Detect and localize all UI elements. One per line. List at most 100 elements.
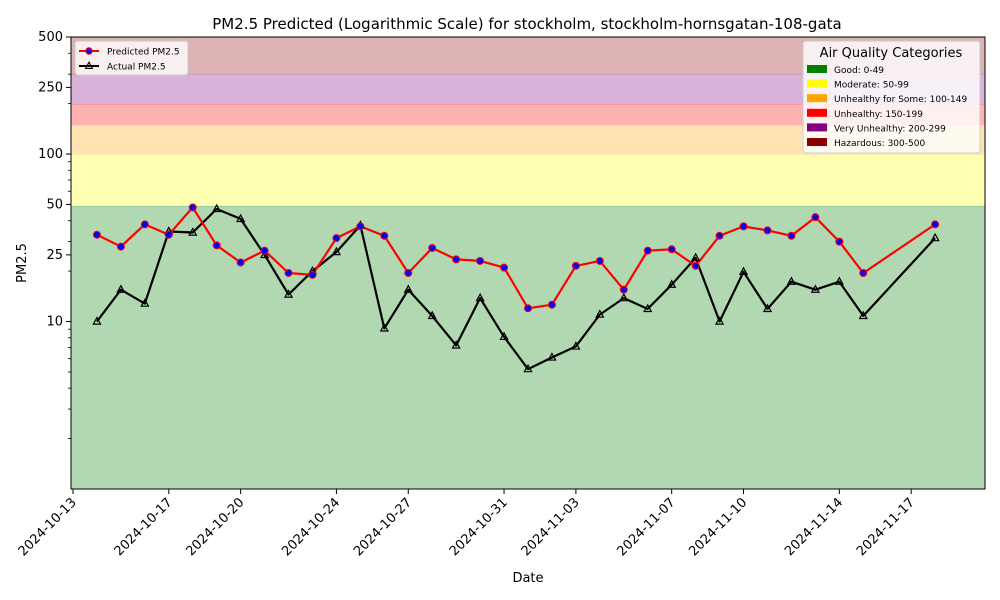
predicted-point	[524, 304, 532, 313]
category-swatch	[807, 65, 827, 73]
legend-label: Predicted PM2.5	[107, 48, 180, 58]
actual-point	[92, 316, 102, 325]
predicted-point	[691, 261, 700, 270]
predicted-point	[188, 203, 197, 212]
band-2	[71, 154, 985, 206]
predicted-point	[715, 231, 724, 240]
series-legend: Predicted PM2.5 Actual PM2.5	[74, 40, 189, 76]
predicted-point	[308, 270, 317, 279]
predicted-point	[164, 230, 173, 239]
actual-point	[379, 323, 389, 332]
band-1	[71, 205, 985, 489]
x-axis-label: Date	[512, 571, 543, 586]
category-label: Moderate: 50-99	[834, 81, 909, 91]
predicted-point	[500, 263, 509, 272]
predicted-point	[859, 268, 868, 277]
actual-point	[714, 316, 725, 325]
predicted-point	[811, 213, 820, 222]
actual-point	[810, 284, 820, 293]
actual-point	[331, 246, 342, 256]
category-swatch	[807, 79, 827, 88]
actual-point	[547, 352, 557, 361]
predicted-point	[643, 246, 652, 255]
predicted-point	[763, 226, 772, 235]
predicted-point	[236, 258, 245, 267]
actual-point	[595, 309, 605, 318]
actual-point	[834, 276, 844, 285]
y-tick-label: 25	[46, 248, 63, 263]
predicted-point	[380, 231, 389, 240]
predicted-point	[452, 255, 461, 264]
actual-point	[475, 292, 485, 302]
actual-point	[116, 284, 126, 293]
actual-point	[786, 276, 797, 285]
series-legend-box	[74, 40, 189, 76]
category-swatch	[807, 138, 827, 146]
predicted-point	[260, 246, 269, 255]
actual-point	[140, 298, 150, 307]
category-label: Unhealthy: 150-199	[834, 110, 923, 120]
category-legend-title: Air Quality Categories	[820, 46, 963, 61]
y-tick-label: 50	[46, 197, 63, 212]
actual-point	[499, 331, 509, 341]
actual-point	[403, 284, 413, 293]
actual-point	[283, 289, 294, 298]
actual-point	[930, 232, 940, 242]
predicted-point	[116, 242, 125, 251]
actual-line	[96, 207, 936, 371]
y-tick-label: 500	[38, 30, 63, 45]
actual-point	[667, 279, 677, 288]
predicted-point	[92, 230, 101, 239]
actual-point	[762, 303, 773, 313]
actual-point	[691, 252, 701, 262]
category-label: Good: 0-49	[834, 66, 884, 76]
category-label: Hazardous: 300-500	[834, 139, 925, 149]
category-swatch	[807, 108, 827, 117]
predicted-point	[787, 231, 796, 240]
predicted-point	[356, 222, 365, 231]
predicted-line	[96, 206, 936, 310]
predicted-point	[284, 268, 293, 277]
predicted-point	[476, 256, 485, 265]
predicted-point	[595, 256, 604, 265]
actual-point	[523, 363, 533, 373]
category-swatch	[807, 123, 827, 132]
actual-point	[212, 203, 222, 213]
predicted-point	[212, 241, 221, 250]
category-legend-box	[802, 40, 981, 154]
actual-point	[188, 227, 198, 236]
predicted-point	[835, 237, 844, 246]
actual-point	[236, 213, 246, 223]
predicted-point	[332, 234, 341, 243]
predicted-point	[404, 268, 413, 277]
y-tick-label: 100	[38, 147, 63, 162]
band-4	[71, 104, 985, 126]
actual-point	[858, 310, 868, 320]
category-label: Very Unhealthy: 200-299	[834, 124, 946, 134]
category-swatch	[807, 94, 827, 103]
legend-label: Actual PM2.5	[107, 63, 166, 73]
y-tick-label: 250	[38, 80, 63, 95]
predicted-point	[667, 245, 676, 254]
actual-point	[643, 303, 653, 313]
chart-title: PM2.5 Predicted (Logarithmic Scale) for …	[212, 15, 841, 33]
predicted-point	[547, 300, 556, 309]
category-label: Unhealthy for Some: 100-149	[834, 95, 967, 105]
y-tick-label: 10	[46, 315, 63, 330]
actual-point	[738, 266, 749, 276]
legend-marker	[85, 47, 93, 55]
predicted-point	[739, 222, 748, 231]
actual-point	[427, 310, 437, 320]
actual-point	[619, 292, 629, 302]
predicted-point	[140, 220, 149, 229]
predicted-point	[428, 243, 437, 252]
plot-frame	[70, 36, 986, 490]
series-layer	[92, 203, 940, 373]
y-axis-label: PM2.5	[15, 243, 30, 283]
predicted-point	[619, 285, 628, 294]
actual-point	[451, 340, 461, 349]
category-legend: Air Quality Categories Good: 0-49 Moderate…	[802, 40, 981, 154]
actual-point	[571, 341, 581, 350]
predicted-point	[931, 220, 940, 229]
